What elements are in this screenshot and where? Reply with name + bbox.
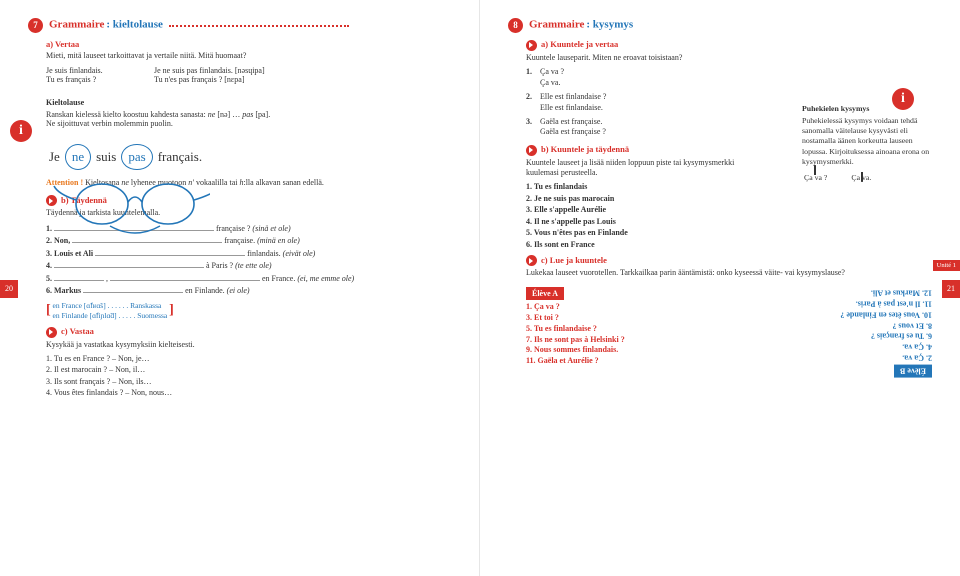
cava-row: Ça va ? Ça va. xyxy=(802,173,930,183)
section-7-number: 7 xyxy=(28,18,43,33)
listen-icon-8c xyxy=(526,255,537,266)
section-8-title-b: : kysymys xyxy=(586,18,633,30)
page-number-right: 21 xyxy=(942,280,960,298)
eleve-row: Élève A 1. Ça va ? 3. Et toi ? 5. Tu es … xyxy=(526,287,932,378)
right-c-label: c) Lue ja kuuntele xyxy=(526,255,932,267)
subsection-c-text: Kysykää ja vastatkaa kysymyksiin kieltei… xyxy=(46,340,451,351)
bracket-vocab: [ en France [ɑ̃fʁɑ̃s] . . . . . . Ranska… xyxy=(46,301,451,320)
info-ipa1: [nə] … xyxy=(215,110,242,119)
section-7-title-a: Grammaire xyxy=(49,18,104,30)
section-7-title-b: : kieltolause xyxy=(106,18,163,30)
eleve-b-header: Élève B xyxy=(894,365,932,378)
subsection-a-text: Mieti, mitä lauseet tarkoittavat ja vert… xyxy=(46,51,451,62)
info-l1: Ranskan kielessä kielto koostuu kahdesta… xyxy=(46,110,208,119)
eleve-a-box: Élève A 1. Ça va ? 3. Et toi ? 5. Tu es … xyxy=(526,287,722,378)
info-title: Kieltolause xyxy=(46,98,451,107)
info-box-kieltolause: Kieltolause Ranskan kielessä kielto koos… xyxy=(46,92,451,134)
info-pas: pas xyxy=(242,110,253,119)
word-suis: suis xyxy=(93,147,119,167)
right-c-text: Lukekaa lauseet vuorotellen. Tarkkailkaa… xyxy=(526,268,886,279)
ex-r2c1: Tu es français ? xyxy=(46,75,136,84)
word-ne: ne xyxy=(65,144,91,170)
eleve-a-header: Élève A xyxy=(526,287,564,300)
c-list: 1. Tu es en France ? – Non, je… 2. Il es… xyxy=(46,354,451,398)
right-b-text: Kuuntele lauseet ja lisää niiden loppuun… xyxy=(526,158,766,180)
listen-icon-8b xyxy=(526,145,537,156)
right-a-text: Kuuntele lauseparit. Miten ne eroavat to… xyxy=(526,53,932,64)
info-icon: i xyxy=(10,120,32,142)
word-francais: français. xyxy=(155,147,205,167)
ex-r2c2: Tu n'es pas français ? [nɛpa] xyxy=(154,75,244,84)
example-pair: Je suis finlandais. Je ne suis pas finla… xyxy=(46,66,451,84)
attn-h: :lla alkavan sanan edellä. xyxy=(243,178,323,187)
puhe-body: Puhekielessä kysymys voidaan tehdä sanom… xyxy=(802,116,930,167)
left-page: 20 7 Grammaire : kieltolause a) Vertaa M… xyxy=(0,0,480,576)
ex-r1c1: Je suis finlandais. xyxy=(46,66,136,75)
page-number-left: 20 xyxy=(0,280,18,298)
ex-r1c2: Je ne suis pas finlandais. [nəsɥipa] xyxy=(154,66,265,75)
word-je: Je xyxy=(46,147,63,167)
listen-icon-8a xyxy=(526,40,537,51)
section-8-title-a: Grammaire xyxy=(529,18,584,30)
listen-icon-c xyxy=(46,327,57,338)
eleve-b-box: Élève B 2. Ça va. 4. Ça va. 6. Tu es fra… xyxy=(736,287,932,378)
subsection-a-label: a) Vertaa xyxy=(46,39,451,49)
right-a-label: a) Kuuntele ja vertaa xyxy=(526,39,932,51)
info-ipa2: [pa]. xyxy=(253,110,270,119)
section-7-header: 7 Grammaire : kieltolause xyxy=(28,18,451,33)
section-8-number: 8 xyxy=(508,18,523,33)
right-page: Unité 1 21 8 Grammaire : kysymys a) Kuun… xyxy=(480,0,960,576)
glasses-sentence: Je ne suis pas français. xyxy=(46,144,451,170)
info-l2: Ne sijoittuvat verbin molemmin puolin. xyxy=(46,119,451,128)
glasses-illustration xyxy=(50,180,210,236)
word-pas: pas xyxy=(121,144,152,170)
unit-tab: Unité 1 xyxy=(933,260,960,271)
section-8-header: 8 Grammaire : kysymys xyxy=(508,18,932,33)
subsection-c-label: c) Vastaa xyxy=(46,326,451,338)
puhekielen-box: Puhekielen kysymys Puhekielessä kysymys … xyxy=(802,104,930,183)
b-list-right: 1. Tu es finlandais 2. Je ne suis pas ma… xyxy=(526,182,932,249)
puhe-title: Puhekielen kysymys xyxy=(802,104,930,114)
